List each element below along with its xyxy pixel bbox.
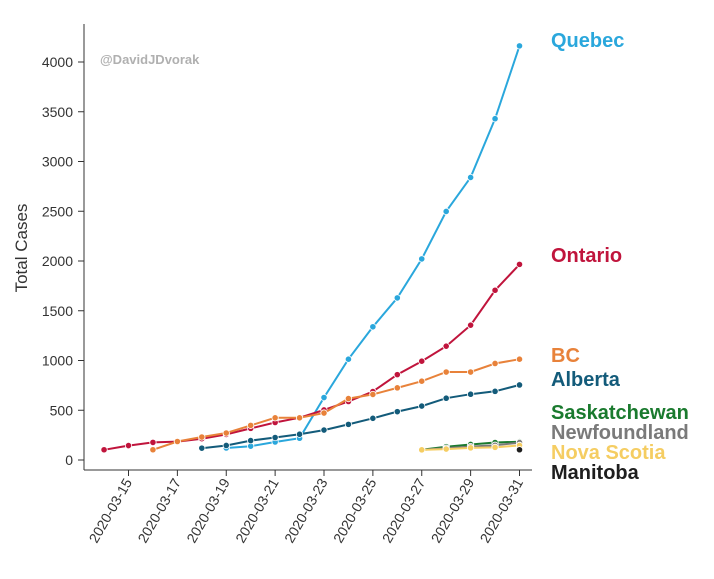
y-tick-label: 3000 <box>42 154 73 170</box>
data-point <box>491 443 499 451</box>
series-label: Ontario <box>551 245 622 267</box>
x-tick-label: 2020-03-23 <box>281 475 331 545</box>
series-line <box>201 384 520 450</box>
data-point <box>271 414 279 422</box>
x-tick-label: 2020-03-25 <box>330 475 380 545</box>
y-tick-label: 2500 <box>42 203 73 219</box>
data-point <box>467 321 475 329</box>
data-point <box>467 173 475 182</box>
y-tick-label: 0 <box>65 452 73 468</box>
series-line <box>226 45 521 449</box>
series-line <box>103 263 521 451</box>
data-point <box>344 420 353 428</box>
data-point <box>491 359 499 368</box>
x-tick-label: 2020-03-21 <box>232 475 282 545</box>
y-tick-label: 1000 <box>42 353 73 369</box>
x-tick-label: 2020-03-19 <box>183 475 233 545</box>
data-point <box>222 429 230 437</box>
data-point <box>467 390 475 398</box>
axes: 0 500 1000 1500 2000 2500 3000 3500 4000 2020-03-… <box>42 24 532 546</box>
data-point <box>418 255 426 263</box>
data-point <box>442 445 450 453</box>
data-point <box>418 357 426 365</box>
series-label: Newfoundland <box>551 422 689 444</box>
y-tick-label: 4000 <box>42 54 73 70</box>
y-tick-label: 1500 <box>42 303 73 319</box>
data-point <box>442 394 450 402</box>
data-point <box>344 395 353 403</box>
watermark-text: @DavidJDvorak <box>100 52 200 67</box>
series-label: Nova Scotia <box>551 442 666 464</box>
data-point <box>393 384 401 392</box>
data-point <box>515 42 524 50</box>
data-point <box>198 433 206 441</box>
data-point <box>247 436 255 445</box>
data-point <box>442 368 450 376</box>
data-point <box>295 430 304 438</box>
data-point <box>515 381 524 389</box>
data-point <box>393 371 401 379</box>
data-point <box>491 286 499 294</box>
series-manitoba <box>515 446 524 454</box>
data-point <box>173 437 181 446</box>
data-point <box>271 433 279 442</box>
series-ontario <box>100 260 524 454</box>
y-tick-label: 500 <box>50 402 74 418</box>
data-point <box>320 426 328 434</box>
series-bc <box>149 355 524 454</box>
series-label: Manitoba <box>551 462 640 484</box>
data-point <box>149 438 157 446</box>
data-point <box>124 441 133 450</box>
y-tick-label: 3500 <box>42 104 73 120</box>
series-nova-scotia <box>418 441 524 454</box>
x-tick-label: 2020-03-31 <box>476 475 526 545</box>
data-point <box>442 207 450 216</box>
data-point <box>247 421 255 429</box>
x-tick-label: 2020-03-27 <box>379 475 429 545</box>
data-point <box>393 408 401 416</box>
data-point <box>467 444 475 452</box>
data-point <box>320 409 328 417</box>
data-point <box>222 441 230 450</box>
data-point <box>369 323 377 331</box>
series-label: BC <box>551 345 580 367</box>
data-point <box>418 446 426 454</box>
data-point <box>149 446 157 454</box>
data-point <box>320 393 328 402</box>
series-alberta <box>198 381 524 452</box>
data-point <box>198 444 206 452</box>
data-point <box>369 414 377 422</box>
data-point <box>418 402 426 410</box>
data-point <box>442 342 450 350</box>
x-tick-label: 2020-03-29 <box>428 475 478 545</box>
data-point <box>295 414 304 422</box>
y-tick-label: 2000 <box>42 253 73 269</box>
series-label: Quebec <box>551 30 624 52</box>
data-point <box>418 377 426 385</box>
series-lines <box>100 42 524 454</box>
series-line <box>152 358 520 451</box>
data-point <box>393 294 401 302</box>
data-point <box>515 355 524 363</box>
data-point <box>100 446 108 454</box>
data-point <box>344 355 353 363</box>
data-point <box>491 115 499 123</box>
y-axis-title: Total Cases <box>12 204 31 293</box>
data-point <box>515 446 524 454</box>
data-point <box>369 390 377 399</box>
data-point <box>515 260 524 268</box>
x-tick-label: 2020-03-17 <box>134 475 184 545</box>
data-point <box>467 368 475 376</box>
x-tick-label: 2020-03-15 <box>85 475 135 545</box>
data-point <box>491 387 499 395</box>
series-label: Alberta <box>551 369 621 391</box>
series-label: Saskatchewan <box>551 402 689 424</box>
